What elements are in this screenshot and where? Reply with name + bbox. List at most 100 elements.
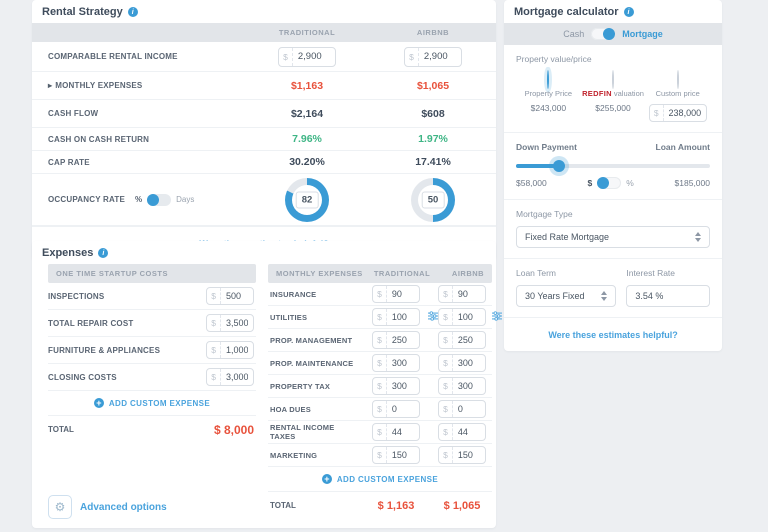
property-tax-input-traditional[interactable]: $ xyxy=(372,377,420,395)
insurance-field-airbnb[interactable] xyxy=(452,289,485,299)
property-tax-input-airbnb[interactable]: $ xyxy=(438,377,486,395)
utilities-field-traditional[interactable] xyxy=(386,312,419,322)
hoa-dues-field-airbnb[interactable] xyxy=(452,404,485,414)
repair-cost-input[interactable]: $ xyxy=(206,314,254,332)
rental-taxes-field-traditional[interactable] xyxy=(386,427,419,437)
occupancy-gauge-traditional: 82 xyxy=(285,177,329,222)
table-row: INSPECTIONS $ xyxy=(48,283,256,310)
prop-maintenance-field-airbnb[interactable] xyxy=(452,358,485,368)
slider-track[interactable] xyxy=(516,164,710,168)
occupancy-unit-percent[interactable]: % xyxy=(135,195,143,204)
occupancy-value-traditional[interactable]: 82 xyxy=(295,191,319,208)
loan-term-select[interactable]: 30 Years Fixed xyxy=(516,285,617,307)
utilities-field-airbnb[interactable] xyxy=(452,312,485,322)
hoa-dues-label: HOA DUES xyxy=(270,404,311,414)
furniture-field[interactable] xyxy=(221,345,253,355)
property-value-section: Property value/price Property Price $243… xyxy=(504,45,722,133)
info-icon[interactable]: i xyxy=(127,7,138,17)
slider-thumb[interactable] xyxy=(552,160,565,172)
rental-taxes-input-traditional[interactable]: $ xyxy=(372,423,420,441)
rental-taxes-input-airbnb[interactable]: $ xyxy=(438,423,486,441)
cash-mortgage-toggle[interactable] xyxy=(591,28,616,40)
down-payment-slider[interactable] xyxy=(516,159,710,173)
percent-unit[interactable]: % xyxy=(626,178,634,188)
dollar-percent-toggle[interactable] xyxy=(597,177,622,189)
prop-maintenance-input-airbnb[interactable]: $ xyxy=(438,354,486,372)
advanced-options-button[interactable]: ⚙ Advanced options xyxy=(48,495,167,519)
info-icon[interactable]: i xyxy=(623,7,634,17)
hoa-dues-field-traditional[interactable] xyxy=(386,404,419,414)
dollar-unit[interactable]: $ xyxy=(587,178,593,188)
monthly-expenses-airbnb: $1,065 xyxy=(416,79,450,92)
add-custom-expense-button[interactable]: + ADD CUSTOM EXPENSE xyxy=(268,467,492,491)
cash-on-cash-traditional: 7.96% xyxy=(292,133,322,145)
insurance-input-traditional[interactable]: $ xyxy=(372,285,420,303)
repair-cost-field[interactable] xyxy=(221,318,253,328)
rental-income-field-airbnb[interactable] xyxy=(418,51,461,62)
prop-maintenance-input-traditional[interactable]: $ xyxy=(372,354,420,372)
down-payment-value: $58,000 xyxy=(516,178,547,188)
closing-costs-field[interactable] xyxy=(221,372,253,382)
utilities-label: UTILITIES xyxy=(270,312,308,322)
prop-management-field-traditional[interactable] xyxy=(386,335,419,345)
rental-taxes-field-airbnb[interactable] xyxy=(452,427,485,437)
property-tax-field-traditional[interactable] xyxy=(386,381,419,391)
marketing-field-traditional[interactable] xyxy=(386,450,419,460)
table-row: UTILITIES $ $ xyxy=(268,306,502,329)
hoa-dues-input-traditional[interactable]: $ xyxy=(372,400,420,418)
utilities-input-traditional[interactable]: $ xyxy=(372,308,420,326)
occupancy-unit-toggle[interactable] xyxy=(147,193,172,206)
insurance-input-airbnb[interactable]: $ xyxy=(438,285,486,303)
marketing-input-airbnb[interactable]: $ xyxy=(438,446,486,464)
furniture-input[interactable]: $ xyxy=(206,341,254,359)
closing-costs-input[interactable]: $ xyxy=(206,368,254,386)
table-row: FURNITURE & APPLIANCES $ xyxy=(48,337,256,364)
sliders-icon[interactable] xyxy=(492,308,502,326)
prop-management-input-traditional[interactable]: $ xyxy=(372,331,420,349)
monthly-expenses-table: MONTHLY EXPENSES TRADITIONAL AIRBNB INSU… xyxy=(268,264,502,519)
monthly-expenses-label[interactable]: ▸ MONTHLY EXPENSES xyxy=(48,81,143,90)
mortgage-type-select[interactable]: Fixed Rate Mortgage xyxy=(516,226,710,248)
monthly-expenses-header: MONTHLY EXPENSES xyxy=(276,269,363,278)
marketing-input-traditional[interactable]: $ xyxy=(372,446,420,464)
utilities-input-airbnb[interactable]: $ xyxy=(438,308,486,326)
prop-management-input-airbnb[interactable]: $ xyxy=(438,331,486,349)
estimates-helpful-link[interactable]: Were these estimates helpful? xyxy=(548,330,678,340)
property-price-radio[interactable] xyxy=(547,70,550,89)
custom-price-input[interactable]: $ xyxy=(648,104,707,122)
cash-option[interactable]: Cash xyxy=(563,29,585,39)
rental-income-input-traditional[interactable]: $ xyxy=(278,46,336,67)
property-tax-field-airbnb[interactable] xyxy=(452,381,485,391)
rental-strategy-title: Rental Strategy xyxy=(42,6,123,18)
mortgage-option[interactable]: Mortgage xyxy=(622,29,663,39)
redfin-valuation-option: REDFIN valuation $255,000 xyxy=(581,70,646,122)
custom-price-field[interactable] xyxy=(663,108,706,118)
closing-costs-label: CLOSING COSTS xyxy=(48,372,117,382)
table-row: CLOSING COSTS $ xyxy=(48,364,256,391)
occupancy-value-airbnb[interactable]: 50 xyxy=(421,191,445,208)
currency-prefix: $ xyxy=(405,47,419,66)
prop-management-field-airbnb[interactable] xyxy=(452,335,485,345)
gear-icon: ⚙ xyxy=(54,500,66,514)
monthly-total-airbnb: $ 1,065 xyxy=(443,499,481,512)
rental-income-input-airbnb[interactable]: $ xyxy=(404,46,462,67)
redfin-valuation-radio[interactable] xyxy=(612,70,614,89)
info-icon[interactable]: i xyxy=(98,248,109,258)
hoa-dues-input-airbnb[interactable]: $ xyxy=(438,400,486,418)
prop-maintenance-field-traditional[interactable] xyxy=(386,358,419,368)
table-row: INSURANCE $ $ xyxy=(268,283,492,306)
rental-income-field-traditional[interactable] xyxy=(292,51,335,62)
add-custom-expense-button[interactable]: + ADD CUSTOM EXPENSE xyxy=(48,391,256,415)
monthly-expenses-traditional: $1,163 xyxy=(290,79,324,92)
mortgage-calculator-panel: Mortgage calculator i Cash Mortgage Prop… xyxy=(504,0,722,351)
insurance-field-traditional[interactable] xyxy=(386,289,419,299)
marketing-field-airbnb[interactable] xyxy=(452,450,485,460)
loan-term-label: Loan Term xyxy=(516,268,557,278)
occupancy-unit-days[interactable]: Days xyxy=(176,195,195,204)
inspections-field[interactable] xyxy=(221,291,253,301)
interest-rate-input[interactable] xyxy=(626,285,710,307)
sliders-icon[interactable] xyxy=(428,308,438,326)
mortgage-type-section: Mortgage Type Fixed Rate Mortgage xyxy=(504,200,722,259)
inspections-input[interactable]: $ xyxy=(206,287,254,305)
custom-price-radio[interactable] xyxy=(676,70,679,89)
